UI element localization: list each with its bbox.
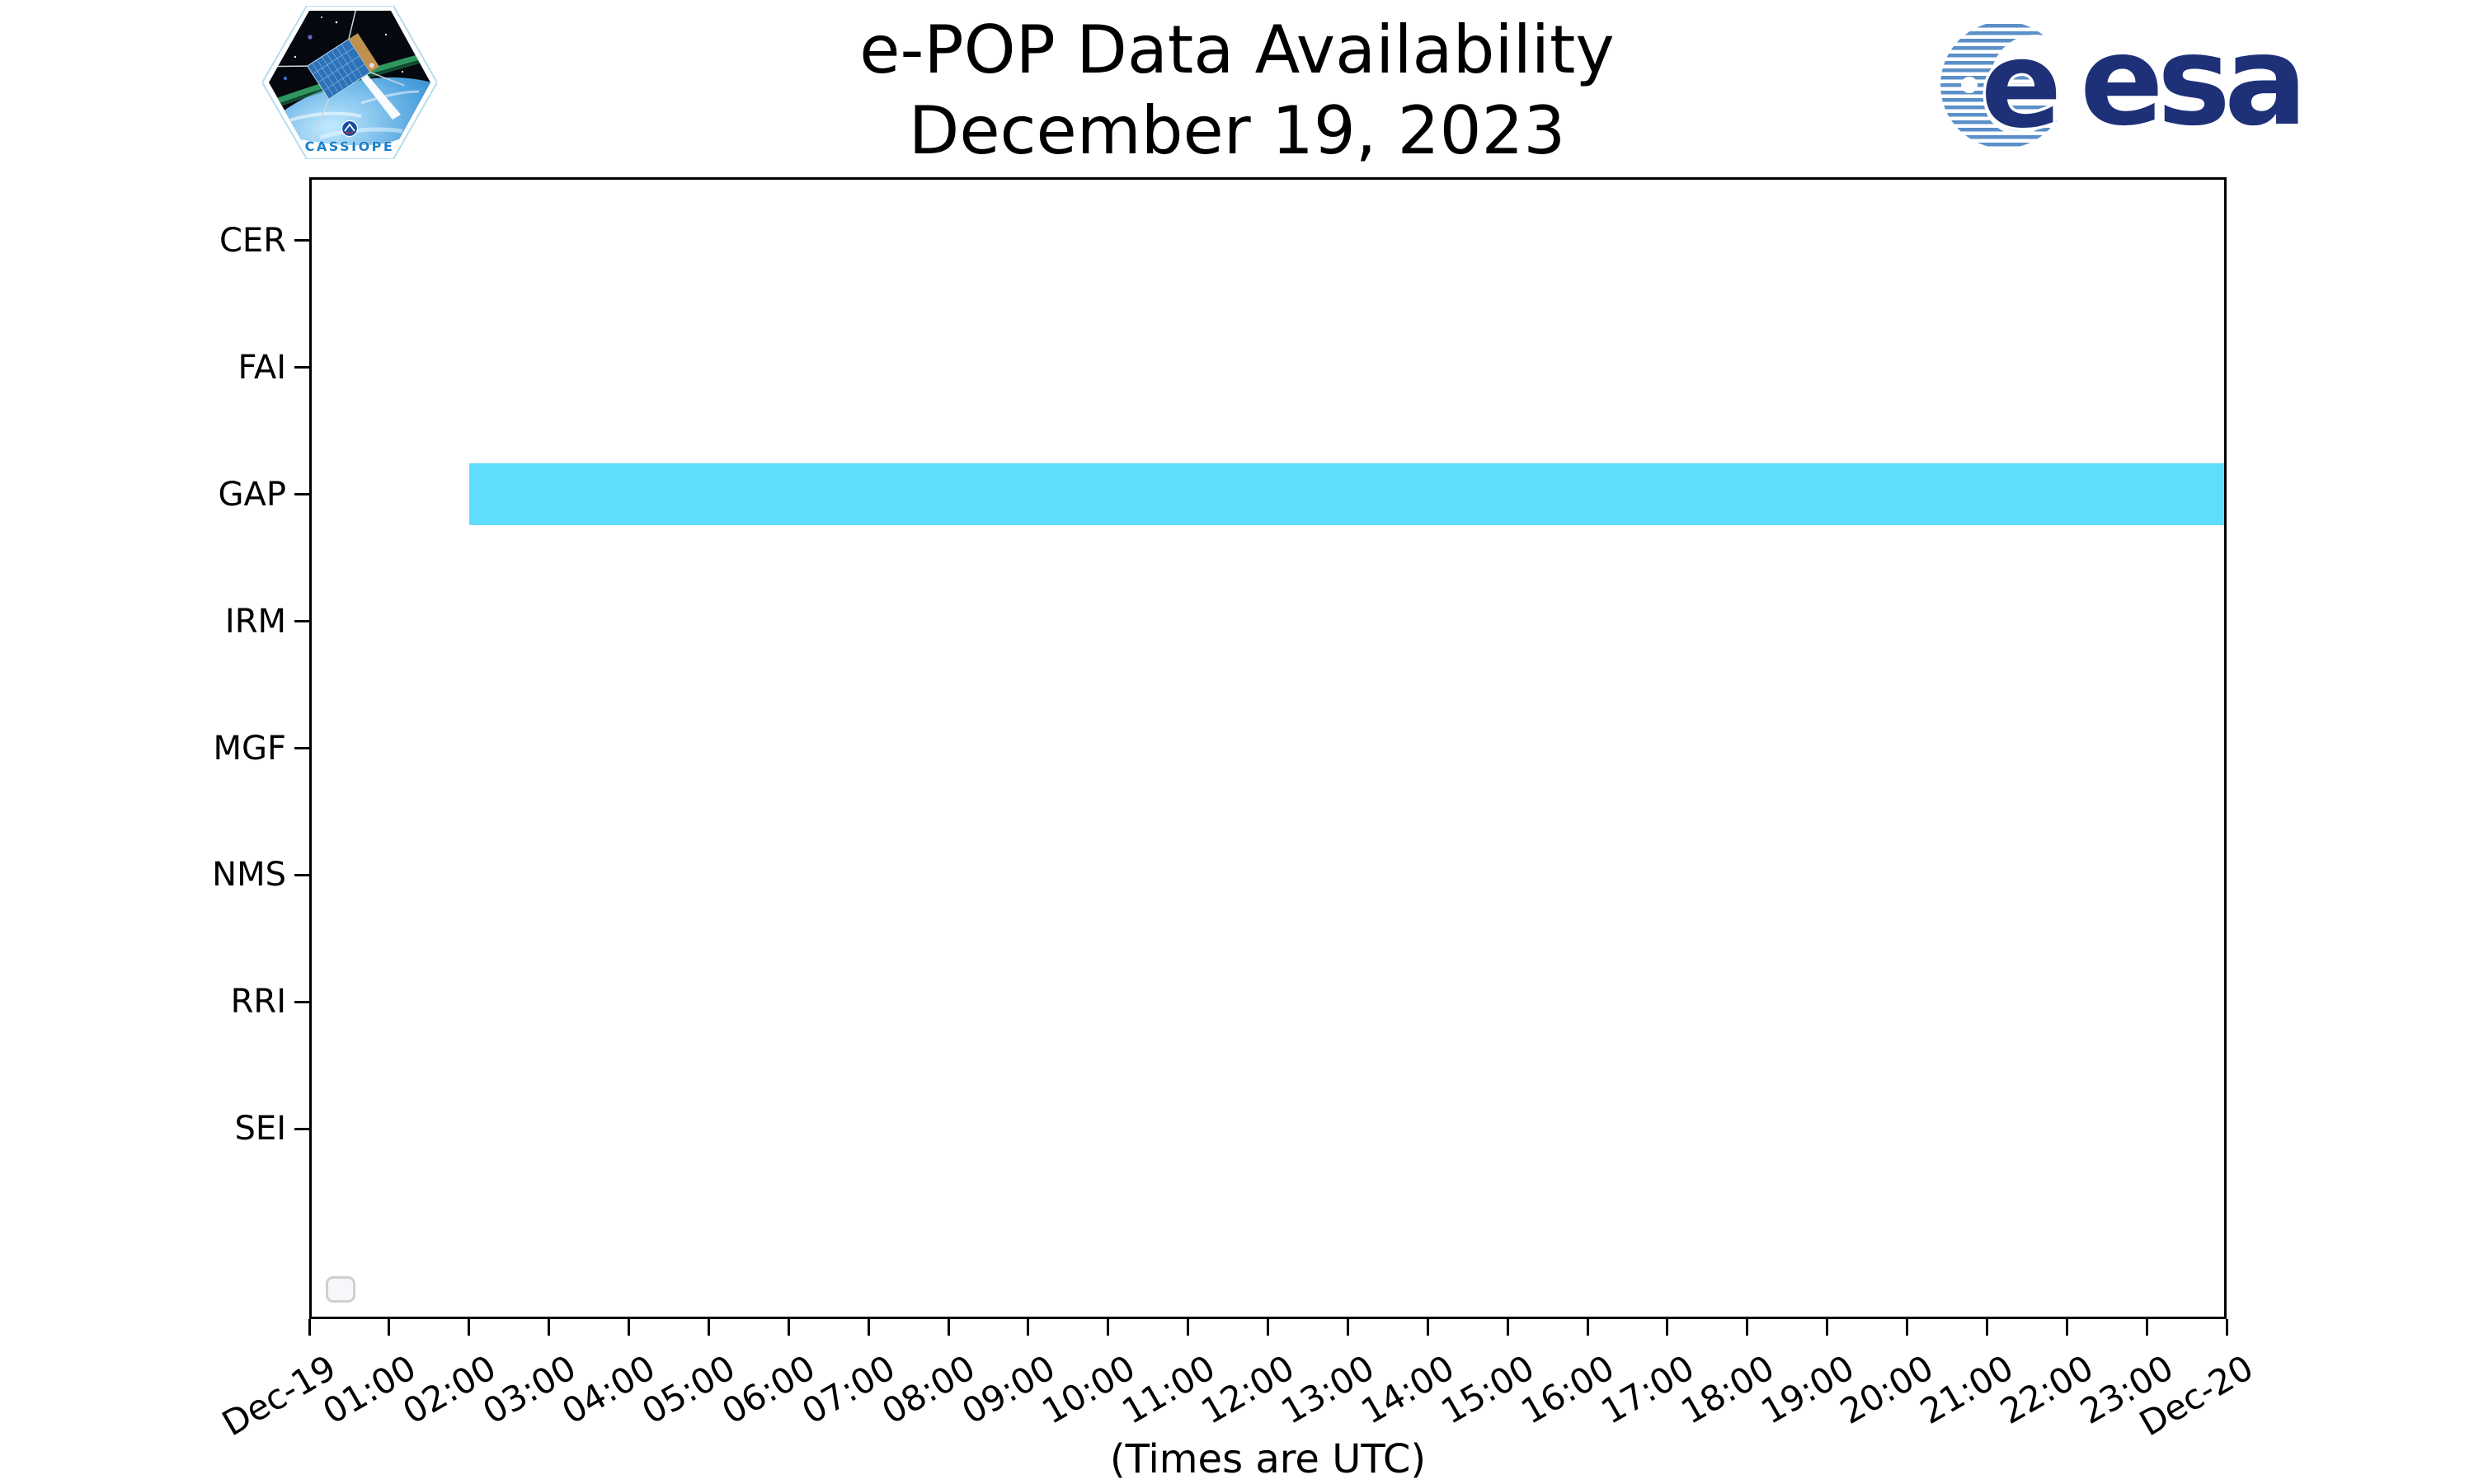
x-tick-16:00 (1586, 1319, 1589, 1336)
x-label-16:00: 16:00 (1514, 1347, 1621, 1432)
x-tick-05:00 (707, 1319, 710, 1336)
x-tick-22:00 (2065, 1319, 2068, 1336)
x-tick-11:00 (1187, 1319, 1190, 1336)
x-tick-04:00 (628, 1319, 630, 1336)
legend-box (326, 1276, 355, 1303)
patch-bottom-band (269, 101, 430, 154)
y-label-cer: CER (219, 221, 286, 260)
chart-subtitle: December 19, 2023 (908, 92, 1566, 169)
y-tick-fai (294, 366, 309, 369)
x-tick-12:00 (1267, 1319, 1269, 1336)
x-tick-dec-19 (308, 1319, 311, 1336)
x-tick-23:00 (2145, 1319, 2148, 1336)
y-label-sei: SEI (234, 1110, 286, 1148)
satellite-beam (360, 73, 401, 120)
y-tick-sei (294, 1127, 309, 1130)
y-tick-mgf (294, 747, 309, 749)
y-label-fai: FAI (238, 348, 287, 387)
y-tick-rri (294, 1000, 309, 1003)
x-label-01:00: 01:00 (316, 1347, 423, 1432)
satellite (270, 11, 405, 140)
x-tick-20:00 (1906, 1319, 1908, 1336)
x-tick-03:00 (548, 1319, 551, 1336)
availability-bar-gap (468, 463, 2227, 526)
x-tick-19:00 (1826, 1319, 1829, 1336)
x-tick-17:00 (1666, 1319, 1669, 1336)
y-label-gap: GAP (218, 475, 286, 514)
plot-area-border (309, 177, 2227, 1319)
x-tick-13:00 (1346, 1319, 1349, 1336)
x-tick-07:00 (867, 1319, 870, 1336)
purple-star (308, 35, 313, 40)
x-tick-09:00 (1027, 1319, 1030, 1336)
y-tick-irm (294, 620, 309, 623)
x-label-18:00: 18:00 (1673, 1347, 1781, 1432)
cassiope-mission-patch-icon: CASSIOPE (262, 6, 437, 159)
y-tick-nms (294, 873, 309, 876)
x-tick-01:00 (388, 1319, 391, 1336)
esa-globe-letter: e (1981, 16, 2062, 151)
chart-title: e-POP Data Availability (859, 12, 1615, 88)
esa-logo-icon: e esa (1940, 15, 2307, 151)
x-tick-dec-20 (2225, 1319, 2228, 1336)
y-label-nms: NMS (212, 856, 286, 895)
x-tick-14:00 (1426, 1319, 1429, 1336)
satellite-body (348, 33, 379, 73)
x-axis-title: (Times are UTC) (1109, 1436, 1427, 1482)
y-tick-gap (294, 493, 309, 496)
x-tick-18:00 (1746, 1319, 1749, 1336)
x-tick-10:00 (1107, 1319, 1110, 1336)
esa-wordmark: esa (2080, 15, 2301, 151)
x-label-02:00: 02:00 (395, 1347, 503, 1432)
x-label-10:00: 10:00 (1034, 1347, 1142, 1432)
esa-globe-dot (1961, 77, 1978, 93)
y-tick-cer (294, 239, 309, 242)
x-tick-15:00 (1506, 1319, 1509, 1336)
y-label-rri: RRI (230, 983, 286, 1021)
x-tick-08:00 (947, 1319, 950, 1336)
y-label-mgf: MGF (213, 729, 286, 768)
blue-star (283, 76, 288, 81)
csa-badge (341, 120, 359, 138)
cassiope-patch-label: CASSIOPE (305, 139, 395, 154)
x-tick-21:00 (1985, 1319, 1988, 1336)
x-tick-06:00 (787, 1319, 790, 1336)
x-label-08:00: 08:00 (875, 1347, 982, 1432)
y-label-irm: IRM (224, 602, 286, 641)
x-label-09:00: 09:00 (955, 1347, 1062, 1432)
x-tick-02:00 (468, 1319, 471, 1336)
x-label-17:00: 17:00 (1594, 1347, 1701, 1432)
